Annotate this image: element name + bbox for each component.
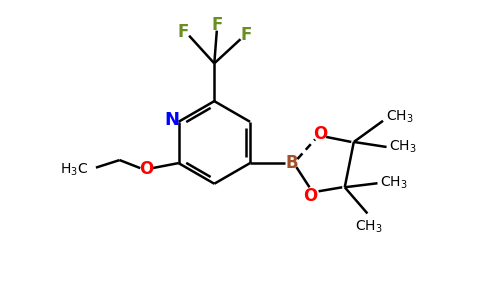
Text: CH$_3$: CH$_3$ bbox=[380, 175, 408, 191]
Text: CH$_3$: CH$_3$ bbox=[386, 109, 413, 125]
Text: CH$_3$: CH$_3$ bbox=[355, 218, 382, 235]
Text: F: F bbox=[241, 26, 252, 44]
Text: F: F bbox=[178, 22, 189, 40]
Text: H$_3$C: H$_3$C bbox=[60, 162, 89, 178]
Text: F: F bbox=[211, 16, 223, 34]
Text: O: O bbox=[303, 187, 318, 205]
Text: CH$_3$: CH$_3$ bbox=[389, 139, 417, 155]
Text: N: N bbox=[165, 111, 180, 129]
Text: O: O bbox=[139, 160, 153, 178]
Text: B: B bbox=[285, 154, 298, 172]
Text: O: O bbox=[313, 125, 327, 143]
